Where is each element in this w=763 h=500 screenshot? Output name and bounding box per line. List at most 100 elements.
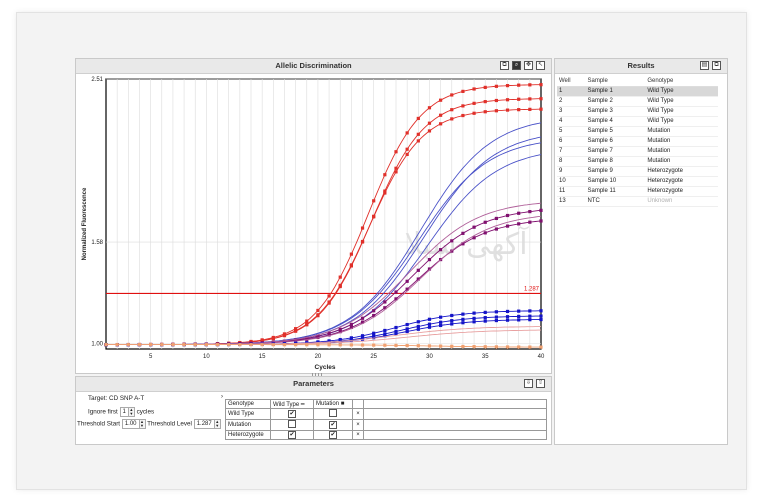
series-point — [383, 173, 387, 177]
series-point — [327, 333, 331, 337]
series-point — [494, 318, 498, 323]
remove-row-icon[interactable]: × — [352, 419, 364, 431]
mutation-checkbox[interactable]: ✔ — [329, 421, 337, 429]
expand-arrow-icon[interactable]: › — [221, 394, 223, 400]
series-point — [483, 316, 487, 320]
series-point — [349, 322, 353, 327]
series-point — [383, 334, 387, 338]
cycles-label: cycles — [136, 408, 155, 416]
series-point — [517, 211, 521, 215]
col-well[interactable]: Well — [557, 75, 586, 87]
col-genotype[interactable]: Genotype — [645, 75, 718, 87]
threshold-level-label: Threshold Level — [147, 420, 192, 428]
results-row[interactable]: 13 NTC Unknown — [557, 196, 718, 207]
copy-icon[interactable]: ⧉ — [500, 61, 509, 70]
threshold-level-input[interactable]: 1.287 — [193, 419, 215, 429]
series-point — [383, 189, 387, 193]
wild-type-checkbox[interactable]: ✔ — [288, 410, 296, 418]
reset-cursor-icon[interactable]: ↖ — [536, 61, 545, 70]
series-point — [439, 113, 443, 117]
import-params-icon[interactable]: ⇩ — [524, 379, 533, 388]
threshold-level-stepper-icon[interactable]: ▲ ▼ — [214, 419, 221, 429]
wild-type-line-icon: ━ — [300, 401, 305, 408]
series-point — [394, 343, 398, 347]
threshold-start-stepper-icon[interactable]: ▲ ▼ — [139, 419, 146, 429]
results-panel-title: Results — [555, 59, 727, 74]
mutation-checkbox[interactable] — [329, 409, 337, 417]
results-row[interactable]: 11 Sample 11 Heterozygote — [557, 186, 718, 197]
zoom-icon[interactable]: ⌕ — [512, 61, 521, 70]
series-point — [528, 345, 532, 349]
results-row[interactable]: 10 Sample 10 Heterozygote — [557, 176, 718, 187]
results-row[interactable]: 6 Sample 6 Mutation — [557, 136, 718, 147]
series-point — [539, 309, 543, 313]
results-row[interactable]: 5 Sample 5 Mutation — [557, 126, 718, 137]
splitter-handle[interactable] — [312, 373, 322, 376]
results-row[interactable]: 8 Sample 8 Mutation — [557, 156, 718, 167]
series-point — [450, 344, 454, 348]
results-cell-genotype: Mutation — [645, 146, 718, 157]
series-point — [427, 267, 432, 271]
results-cell-genotype: Heterozygote — [645, 186, 718, 197]
series-point — [383, 332, 387, 336]
remove-row-icon[interactable]: × — [352, 408, 364, 420]
copy-results-icon[interactable]: ⧉ — [712, 61, 721, 70]
series-point — [126, 343, 130, 347]
wild-type-checkbox[interactable]: ✔ — [288, 431, 296, 439]
ignore-first-stepper-icon[interactable]: ▲ ▼ — [128, 407, 135, 417]
series-point — [416, 116, 420, 121]
results-row[interactable]: 3 Sample 3 Wild Type — [557, 106, 718, 117]
results-row[interactable]: 2 Sample 2 Wild Type — [557, 96, 718, 107]
series-point — [427, 317, 432, 321]
series-point — [338, 343, 342, 347]
chart-toolbar: ⧉ ⌕ ✥ ↖ — [500, 61, 545, 70]
series-point — [539, 107, 543, 111]
pan-icon[interactable]: ✥ — [524, 61, 533, 70]
series-point — [461, 89, 465, 93]
ignore-first-input[interactable]: 1 — [119, 407, 129, 417]
results-cell-sample: Sample 3 — [585, 106, 646, 117]
series-point — [539, 83, 543, 87]
series-point — [461, 231, 465, 235]
series-point — [338, 327, 342, 331]
results-cell-genotype: Mutation — [645, 136, 718, 147]
results-cell-well: 8 — [557, 156, 586, 167]
series-point — [316, 343, 320, 347]
wild-type-checkbox[interactable] — [288, 420, 296, 428]
series-point — [483, 345, 487, 349]
series-point — [461, 317, 465, 321]
series-point — [416, 139, 420, 143]
results-cell-genotype: Heterozygote — [645, 176, 718, 187]
series-point — [282, 343, 287, 347]
series-point — [517, 318, 521, 322]
genotype-row: Wild Type ✔ × — [225, 408, 547, 420]
series-point — [115, 343, 119, 347]
series-point — [416, 277, 420, 281]
results-cell-well: 5 — [557, 126, 586, 137]
series-point — [372, 343, 376, 347]
series-point — [349, 336, 353, 340]
results-cell-sample: Sample 9 — [585, 166, 646, 177]
mutation-checkbox[interactable]: ✔ — [329, 431, 337, 439]
results-cell-well: 1 — [557, 86, 586, 97]
results-row[interactable]: 1 Sample 1 Wild Type — [557, 86, 718, 97]
threshold-start-input[interactable]: 1.00 — [121, 419, 140, 429]
x-axis-label: Cycles — [315, 364, 336, 371]
export-icon[interactable]: ▤ — [700, 61, 709, 70]
results-cell-genotype: Mutation — [645, 126, 718, 137]
results-panel: Results ▤ ⧉ Well Sample Genotype 1 Sample… — [554, 58, 728, 445]
series-point — [539, 219, 543, 223]
results-row[interactable]: 4 Sample 4 Wild Type — [557, 116, 718, 127]
series-point — [450, 108, 454, 112]
series-point — [405, 343, 409, 348]
series-point — [360, 343, 365, 347]
results-cell-sample: NTC — [585, 196, 646, 207]
remove-row-icon[interactable]: × — [352, 430, 364, 440]
col-sample[interactable]: Sample — [585, 75, 646, 87]
series-point — [483, 100, 487, 104]
results-row[interactable]: 7 Sample 7 Mutation — [557, 146, 718, 157]
export-params-icon[interactable]: ⇧ — [536, 379, 545, 388]
series-point — [439, 320, 443, 324]
series-point — [338, 275, 342, 279]
results-row[interactable]: 9 Sample 9 Heterozygote — [557, 166, 718, 177]
